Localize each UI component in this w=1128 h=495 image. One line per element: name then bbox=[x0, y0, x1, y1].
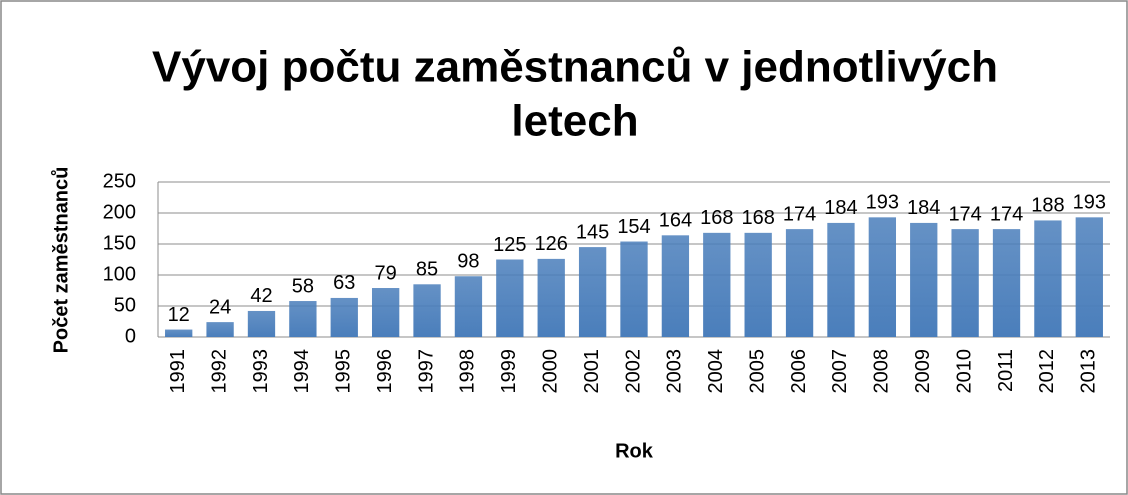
data-label: 184 bbox=[824, 197, 857, 219]
data-label: 42 bbox=[250, 285, 272, 307]
bar bbox=[827, 222, 855, 337]
bar bbox=[992, 229, 1021, 337]
y-tick-label: 150 bbox=[103, 232, 136, 254]
x-tick-label: 2012 bbox=[1036, 349, 1058, 394]
bar bbox=[537, 258, 565, 337]
x-tick-label: 2011 bbox=[995, 349, 1017, 392]
bar bbox=[371, 288, 400, 337]
x-tick-label: 2003 bbox=[664, 349, 686, 394]
x-tick-label: 2010 bbox=[953, 349, 975, 394]
bar bbox=[330, 297, 358, 337]
x-tick-label: 2008 bbox=[871, 349, 893, 394]
bar bbox=[620, 241, 648, 337]
x-tick-label: 1991 bbox=[167, 349, 189, 394]
x-tick-label: 2000 bbox=[539, 349, 561, 394]
x-tick-label: 1993 bbox=[250, 349, 272, 394]
data-label: 168 bbox=[700, 207, 733, 229]
data-label: 174 bbox=[948, 203, 981, 225]
data-label: 24 bbox=[209, 296, 231, 318]
data-label: 193 bbox=[1073, 192, 1106, 214]
data-label: 174 bbox=[990, 203, 1023, 225]
x-tick-label: 2009 bbox=[912, 349, 934, 394]
data-label: 98 bbox=[457, 251, 479, 273]
bar bbox=[744, 232, 772, 337]
x-tick-label: 1997 bbox=[415, 349, 437, 394]
y-tick-label: 50 bbox=[114, 294, 136, 316]
bar bbox=[496, 259, 524, 337]
data-label: 174 bbox=[783, 203, 816, 225]
data-label: 79 bbox=[375, 262, 397, 284]
bar bbox=[951, 229, 979, 337]
x-tick-label: 1999 bbox=[498, 349, 520, 394]
x-axis-title: Rok bbox=[615, 440, 654, 462]
data-label: 193 bbox=[866, 192, 899, 214]
x-tick-label: 2002 bbox=[622, 349, 644, 394]
data-label: 12 bbox=[168, 304, 190, 326]
bar bbox=[910, 222, 938, 337]
bar bbox=[578, 247, 607, 337]
bar bbox=[785, 229, 814, 337]
y-tick-label: 200 bbox=[103, 201, 136, 223]
x-tick-label: 2013 bbox=[1078, 349, 1100, 394]
data-label: 164 bbox=[659, 210, 692, 232]
data-label: 63 bbox=[333, 272, 355, 294]
data-label: 168 bbox=[741, 207, 774, 229]
data-label: 188 bbox=[1031, 195, 1064, 217]
x-tick-label: 2004 bbox=[705, 349, 727, 394]
bar bbox=[1034, 220, 1062, 337]
x-tick-label: 2001 bbox=[581, 349, 603, 394]
y-tick-label: 0 bbox=[125, 325, 136, 347]
bar bbox=[247, 310, 276, 337]
bar bbox=[868, 217, 897, 337]
data-label: 145 bbox=[576, 221, 609, 243]
data-label: 85 bbox=[416, 259, 438, 281]
bar bbox=[165, 329, 193, 337]
x-tick-label: 2006 bbox=[788, 349, 810, 394]
x-tick-label: 1992 bbox=[208, 349, 230, 394]
x-tick-label: 2005 bbox=[746, 349, 768, 394]
bar bbox=[454, 276, 483, 337]
data-label: 126 bbox=[535, 233, 568, 255]
bar bbox=[206, 322, 234, 337]
x-tick-label: 2007 bbox=[829, 349, 851, 394]
y-tick-label: 100 bbox=[103, 263, 136, 285]
x-tick-label: 1998 bbox=[457, 349, 479, 394]
data-label: 125 bbox=[493, 234, 526, 256]
y-tick-label: 250 bbox=[103, 170, 136, 192]
chart-title: letech bbox=[511, 97, 638, 146]
x-tick-label: 1994 bbox=[291, 349, 313, 394]
bar bbox=[413, 284, 441, 337]
data-label: 154 bbox=[617, 216, 650, 238]
bar bbox=[703, 232, 731, 337]
data-label: 58 bbox=[292, 275, 314, 297]
chart-title: Vývoj počtu zaměstnanců v jednotlivých bbox=[152, 43, 998, 92]
bar bbox=[661, 235, 690, 337]
bar bbox=[1075, 217, 1103, 337]
y-axis-title: Počet zaměstnanců bbox=[50, 167, 72, 354]
x-tick-label: 1996 bbox=[374, 349, 396, 394]
data-label: 184 bbox=[907, 197, 940, 219]
bar bbox=[289, 301, 317, 337]
x-tick-label: 1995 bbox=[333, 349, 355, 394]
